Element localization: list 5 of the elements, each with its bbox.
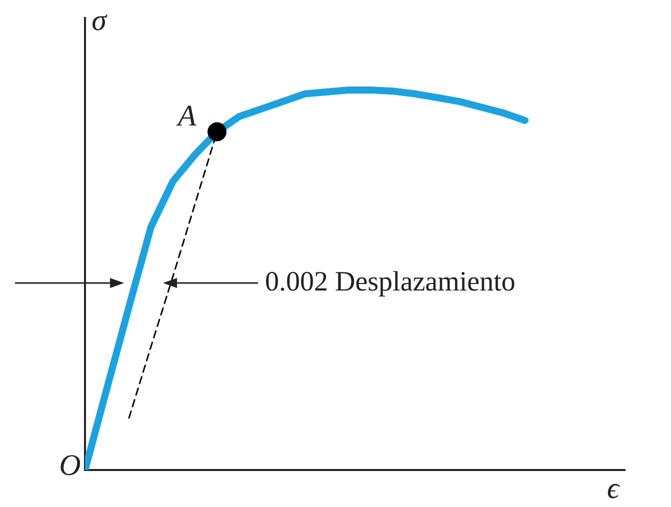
annotation: O bbox=[59, 448, 81, 482]
annotation: A bbox=[176, 100, 197, 133]
y-axis-title: σ bbox=[92, 4, 108, 37]
x-axis-title: ϵ bbox=[606, 472, 621, 505]
annotation: 0.002 Desplazamiento bbox=[265, 266, 516, 298]
